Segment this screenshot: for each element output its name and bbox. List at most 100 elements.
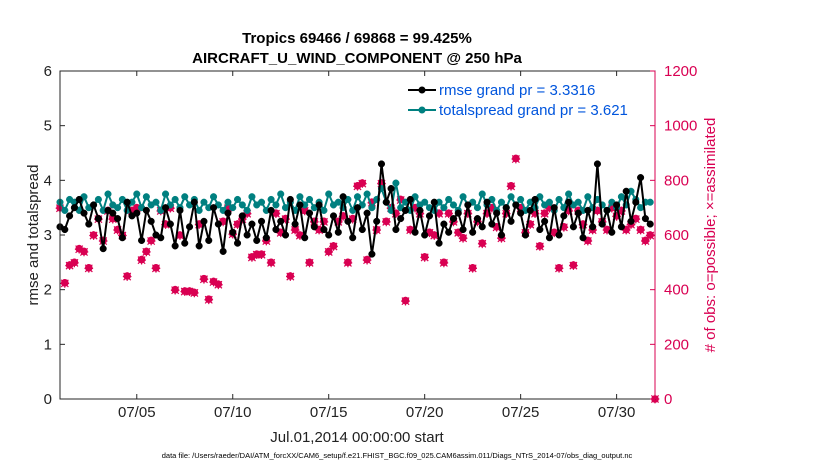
spread-point — [133, 190, 141, 198]
obs-assimilated-point — [641, 236, 650, 246]
rmse-point — [99, 245, 107, 253]
obs-assimilated-point — [122, 272, 132, 281]
obs-assimilated-point — [401, 296, 410, 306]
y-tick-label: 2 — [44, 282, 52, 299]
obs-assimilated-point — [170, 285, 180, 295]
obs-assimilated-point — [434, 209, 444, 218]
spread-point — [200, 198, 208, 206]
obs-assimilated-point — [357, 179, 367, 188]
y-right-tick-label: 1200 — [664, 63, 697, 80]
rmse-point — [646, 220, 654, 228]
spread-point — [152, 198, 160, 206]
y-tick-label: 5 — [44, 118, 52, 135]
rmse-point — [603, 206, 611, 214]
rmse-point — [502, 204, 510, 212]
rmse-point — [469, 228, 477, 236]
obs-assimilated-point — [492, 223, 501, 232]
rmse-point — [94, 215, 102, 223]
obs-assimilated-point — [271, 209, 281, 218]
obs-assimilated-point — [367, 198, 377, 208]
obs-assimilated-point — [612, 212, 621, 221]
rmse-point — [373, 217, 381, 225]
obs-assimilated-point — [305, 258, 314, 268]
spread-point — [305, 195, 314, 204]
rmse-point — [435, 239, 443, 247]
rmse-point — [445, 228, 453, 236]
rmse-point — [550, 204, 558, 212]
obs-assimilated-point — [636, 225, 645, 235]
obs-assimilated-point — [214, 280, 223, 290]
rmse-point — [257, 217, 266, 225]
rmse-point — [368, 250, 376, 258]
obs-assimilated-point — [362, 255, 372, 265]
obs-assimilated-point — [65, 261, 74, 270]
rmse-point — [334, 228, 342, 236]
obs-assimilated-point — [487, 203, 497, 213]
spread-point — [238, 201, 246, 209]
spread-point — [94, 195, 102, 204]
obs-assimilated-point — [74, 244, 84, 254]
obs-assimilated-point — [89, 231, 98, 240]
obs-assimilated-point — [425, 228, 434, 238]
rmse-point — [267, 206, 275, 214]
rmse-point — [579, 234, 587, 242]
rmse-point — [243, 231, 251, 239]
spread-point — [257, 198, 266, 206]
obs-assimilated-point — [127, 206, 137, 216]
spread-point — [171, 195, 179, 204]
rmse-point — [66, 212, 74, 220]
rmse-point — [555, 231, 563, 239]
obs-assimilated-point — [319, 217, 329, 227]
obs-assimilated-point — [132, 203, 142, 213]
obs-assimilated-point — [79, 247, 89, 257]
obs-assimilated-point — [333, 217, 343, 227]
spread-point — [445, 195, 453, 204]
right-axis-ticks: 0 200 400 600 800 1000 1200 — [650, 63, 697, 408]
spread-point — [363, 190, 371, 198]
rmse-point — [507, 217, 515, 225]
rmse-point — [339, 193, 347, 201]
rmse-point — [344, 217, 352, 225]
x-tick-label: 07/10 — [214, 404, 252, 421]
obs-assimilated-point — [142, 247, 151, 257]
rmse-point — [286, 195, 294, 204]
obs-assimilated-point — [286, 272, 295, 281]
rmse-point — [162, 204, 170, 212]
rmse-point — [464, 201, 472, 209]
obs-assimilated-point — [348, 214, 358, 224]
rmse-point — [281, 231, 290, 239]
legend: rmse grand pr = 3.3316 totalspread grand… — [404, 78, 648, 122]
obs-assimilated-point — [545, 203, 554, 213]
rmse-point — [622, 187, 630, 195]
obs-assimilated-point — [381, 217, 391, 227]
obs-assimilated-point — [146, 236, 156, 246]
obs-assimilated-point — [607, 203, 617, 213]
rmse-point — [142, 206, 150, 214]
chart-subtitle: AIRCRAFT_U_WIND_COMPONENT @ 250 hPa — [192, 50, 522, 67]
obs-assimilated-point — [309, 217, 319, 227]
rmse-point — [387, 184, 395, 193]
rmse-point — [541, 217, 549, 225]
rmse-point — [138, 236, 146, 245]
obs-assimilated-point — [569, 261, 578, 270]
spread-point — [497, 198, 506, 206]
spread-point — [617, 193, 625, 201]
obs-assimilated-point — [84, 264, 94, 273]
obs-assimilated-point — [295, 231, 305, 240]
rmse-point — [617, 223, 625, 231]
obs-assimilated-point — [511, 154, 521, 164]
spread-point — [248, 193, 256, 201]
y-axis-label: rmse and totalspread — [25, 165, 42, 306]
obs-assimilated-point — [559, 223, 569, 232]
rmse-point — [85, 220, 93, 228]
spread-point — [421, 198, 429, 206]
rmse-point — [171, 242, 179, 250]
rmse-point — [363, 209, 371, 217]
rmse-point — [209, 204, 218, 212]
obs-assimilated-point — [190, 288, 199, 298]
rmse-point — [574, 209, 582, 217]
rmse-point — [401, 206, 410, 214]
y-tick-label: 0 — [44, 391, 52, 408]
obs-assimilated-point — [645, 231, 655, 240]
